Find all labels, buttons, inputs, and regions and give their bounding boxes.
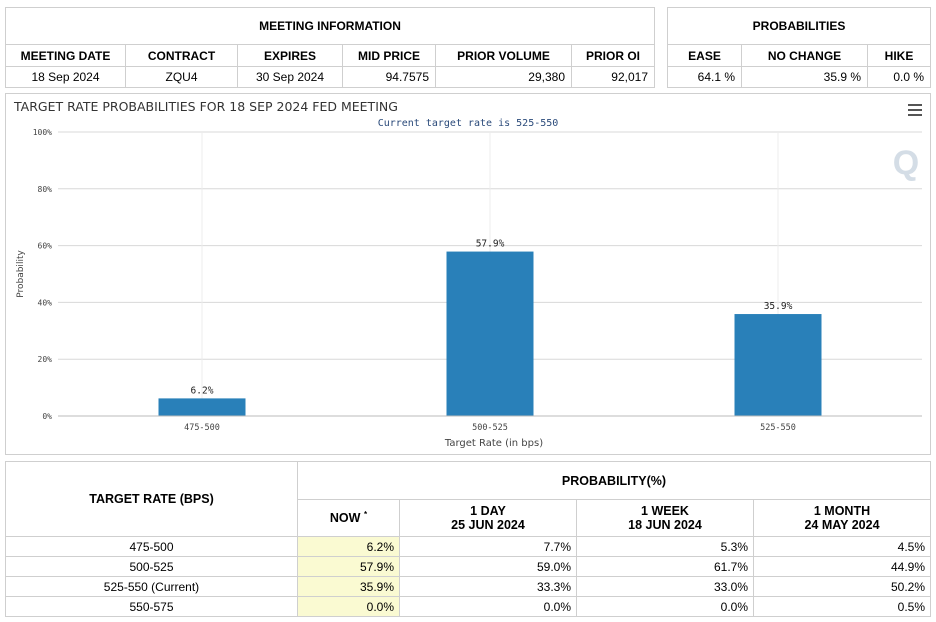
ease-header: EASE: [667, 44, 742, 67]
now-header-label: NOW: [329, 511, 361, 526]
table-row: 475-500 6.2% 7.7% 5.3% 4.5%: [5, 536, 931, 557]
x-tick-label: 475-500: [184, 423, 220, 433]
now-marker: *: [363, 510, 368, 520]
meeting-info-table: MEETING INFORMATION MEETING DATE CONTRAC…: [5, 7, 655, 88]
prior-oi-value: 92,017: [571, 66, 655, 88]
bar-data-label: 35.9%: [764, 301, 793, 312]
x-tick-label: 525-550: [760, 423, 796, 433]
probabilities-title: PROBABILITIES: [667, 7, 931, 45]
one-day-cell: 33.3%: [399, 576, 577, 597]
y-tick-label: 40%: [38, 298, 53, 307]
one-week-cell: 33.0%: [576, 576, 754, 597]
meeting-info-title: MEETING INFORMATION: [5, 7, 655, 45]
mid-price-header: MID PRICE: [342, 44, 436, 67]
one-month-header: 1 MONTH 24 MAY 2024: [753, 499, 931, 537]
meeting-date-value: 18 Sep 2024: [5, 66, 126, 88]
one-week-date: 18 JUN 2024: [628, 518, 702, 532]
x-tick-label: 500-525: [472, 423, 508, 433]
probability-header: PROBABILITY(%): [297, 461, 931, 500]
bar: [158, 398, 246, 416]
contract-header: CONTRACT: [125, 44, 238, 67]
prior-volume-value: 29,380: [435, 66, 572, 88]
one-day-header: 1 DAY 25 JUN 2024: [399, 499, 577, 537]
one-month-cell: 4.5%: [753, 536, 931, 557]
y-tick-label: 100%: [33, 128, 52, 137]
chart-subtitle: Current target rate is 525-550: [378, 118, 559, 129]
target-rate-header: TARGET RATE (BPS): [5, 461, 298, 537]
y-tick-label: 80%: [38, 185, 53, 194]
table-row: 500-525 57.9% 59.0% 61.7% 44.9%: [5, 556, 931, 577]
chart-panel: TARGET RATE PROBABILITIES FOR 18 SEP 202…: [5, 93, 931, 455]
now-cell: 57.9%: [297, 556, 400, 577]
watermark-logo: Q: [893, 144, 919, 182]
one-week-header: 1 WEEK 18 JUN 2024: [576, 499, 754, 537]
now-header: NOW *: [297, 499, 400, 537]
no-change-value: 35.9 %: [741, 66, 868, 88]
table-row: 550-575 0.0% 0.0% 0.0% 0.5%: [5, 596, 931, 617]
one-month-cell: 50.2%: [753, 576, 931, 597]
ease-value: 64.1 %: [667, 66, 742, 88]
now-cell: 35.9%: [297, 576, 400, 597]
chart-menu-icon[interactable]: [908, 104, 922, 116]
bar: [446, 251, 534, 416]
rate-cell: 550-575: [5, 596, 298, 617]
hike-value: 0.0 %: [867, 66, 931, 88]
now-cell: 0.0%: [297, 596, 400, 617]
chart-title: TARGET RATE PROBABILITIES FOR 18 SEP 202…: [13, 99, 398, 114]
probabilities-table: PROBABILITIES EASE NO CHANGE HIKE 64.1 %…: [667, 7, 931, 88]
one-day-date: 25 JUN 2024: [451, 518, 525, 532]
probability-bar-chart: TARGET RATE PROBABILITIES FOR 18 SEP 202…: [13, 99, 922, 449]
no-change-header: NO CHANGE: [741, 44, 868, 67]
expires-header: EXPIRES: [237, 44, 343, 67]
bar-data-label: 57.9%: [476, 239, 505, 250]
bar: [734, 314, 822, 416]
bar-data-label: 6.2%: [191, 385, 214, 396]
target-rate-probability-table: TARGET RATE (BPS) PROBABILITY(%) NOW * 1…: [5, 461, 931, 617]
one-month-cell: 0.5%: [753, 596, 931, 617]
one-day-cell: 0.0%: [399, 596, 577, 617]
rate-cell: 500-525: [5, 556, 298, 577]
now-cell: 6.2%: [297, 536, 400, 557]
y-tick-label: 20%: [38, 355, 53, 364]
y-tick-label: 0%: [42, 412, 52, 421]
one-day-cell: 7.7%: [399, 536, 577, 557]
one-month-label: 1 MONTH: [813, 504, 871, 518]
y-axis-label: Probability: [16, 250, 26, 298]
meeting-date-header: MEETING DATE: [5, 44, 126, 67]
one-month-cell: 44.9%: [753, 556, 931, 577]
one-week-cell: 0.0%: [576, 596, 754, 617]
rate-cell: 525-550 (Current): [5, 576, 298, 597]
x-axis-label: Target Rate (in bps): [444, 438, 543, 449]
rate-cell: 475-500: [5, 536, 298, 557]
one-day-cell: 59.0%: [399, 556, 577, 577]
prior-oi-header: PRIOR OI: [571, 44, 655, 67]
hike-header: HIKE: [867, 44, 931, 67]
one-week-cell: 5.3%: [576, 536, 754, 557]
one-week-cell: 61.7%: [576, 556, 754, 577]
one-week-label: 1 WEEK: [641, 504, 689, 518]
one-day-label: 1 DAY: [470, 504, 506, 518]
y-tick-label: 60%: [38, 242, 53, 251]
prior-volume-header: PRIOR VOLUME: [435, 44, 572, 67]
contract-value: ZQU4: [125, 66, 238, 88]
one-month-date: 24 MAY 2024: [804, 518, 880, 532]
table-row: 525-550 (Current) 35.9% 33.3% 33.0% 50.2…: [5, 576, 931, 597]
expires-value: 30 Sep 2024: [237, 66, 343, 88]
mid-price-value: 94.7575: [342, 66, 436, 88]
